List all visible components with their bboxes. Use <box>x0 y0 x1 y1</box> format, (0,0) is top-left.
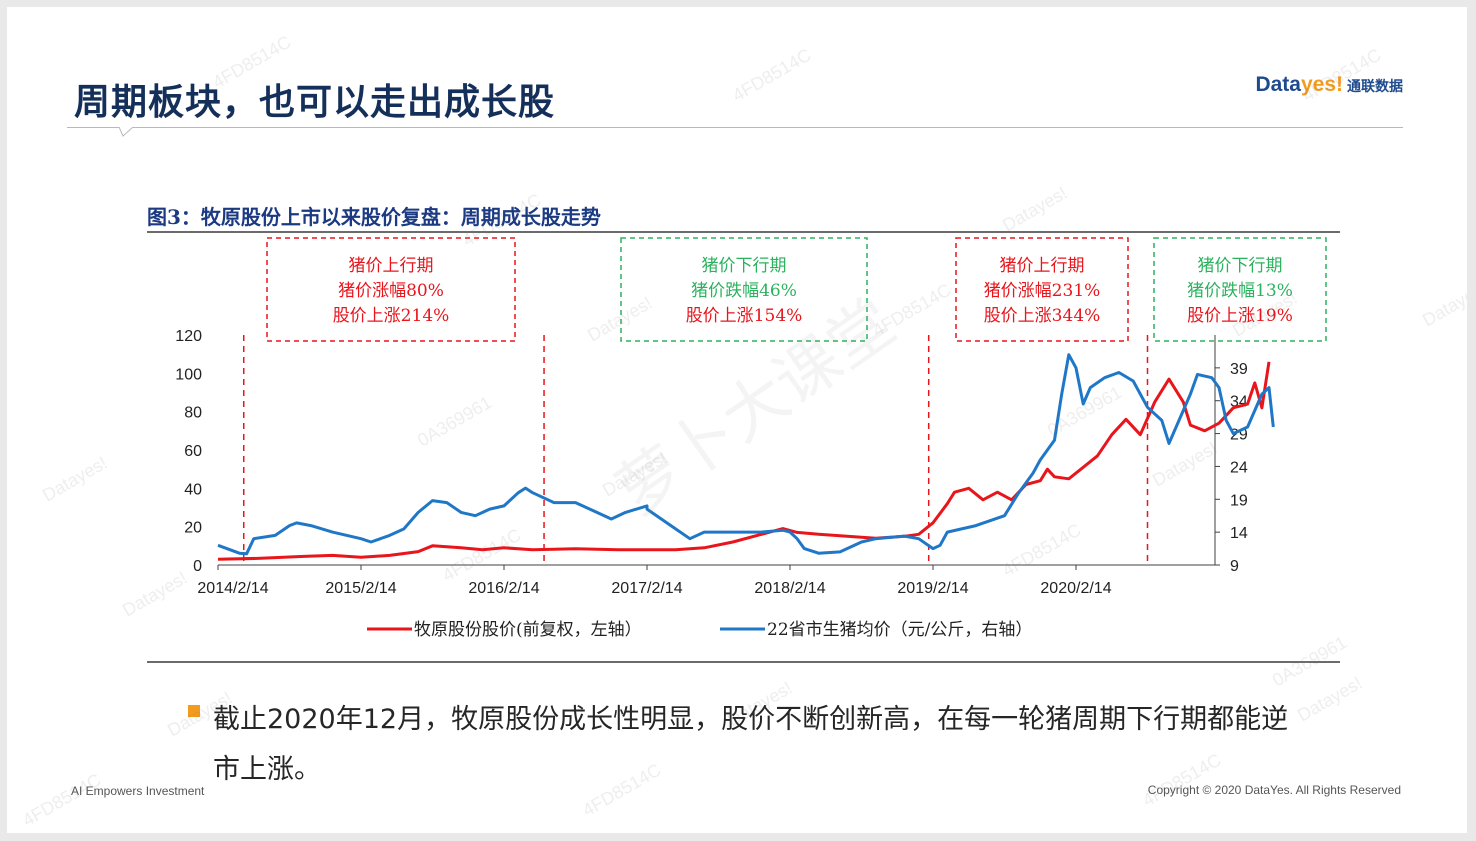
brand-logo: Datayes! 通联数据 <box>1255 73 1403 97</box>
bullet-square-icon <box>188 705 200 717</box>
period-annotation-box <box>266 237 516 342</box>
right-y-tick-label: 29 <box>1230 427 1248 444</box>
period-annotation-box <box>955 237 1129 342</box>
left-y-tick-label: 100 <box>175 366 202 383</box>
period-annotation-text: 猪价上行期 <box>1000 256 1085 276</box>
x-tick-label: 2018/2/14 <box>754 580 825 597</box>
left-y-tick-label: 60 <box>184 443 202 460</box>
period-annotation-text: 股价上涨344% <box>984 306 1101 326</box>
left-y-tick-label: 20 <box>184 520 202 537</box>
footer-tagline: AI Empowers Investment <box>71 784 205 798</box>
right-y-tick-label: 39 <box>1230 361 1248 378</box>
left-y-tick-label: 120 <box>175 328 202 345</box>
period-annotation-box <box>1153 237 1327 342</box>
period-annotation-text: 股价上涨19% <box>1187 306 1293 326</box>
period-annotation-text: 猪价涨幅231% <box>984 281 1101 301</box>
series-line-muyuan-price <box>217 361 1271 561</box>
period-annotation-text: 股价上涨214% <box>333 306 450 326</box>
period-annotation-text: 猪价跌幅46% <box>691 281 797 301</box>
period-annotation-text: 猪价上行期 <box>349 256 434 276</box>
right-y-tick-label: 9 <box>1230 558 1239 575</box>
bullet-text: 截止2020年12月，牧原股份成长性明显，股价不断创新高，在每一轮猪周期下行期都… <box>213 704 1289 785</box>
period-annotation-text: 猪价跌幅13% <box>1187 281 1293 301</box>
right-y-tick-label: 14 <box>1230 525 1248 542</box>
figure-title: 图3：牧原股份上市以来股价复盘：周期成长股走势 <box>147 205 601 229</box>
x-tick-label: 2019/2/14 <box>897 580 968 597</box>
left-y-tick-label: 80 <box>184 405 202 422</box>
period-annotation-text: 猪价下行期 <box>702 256 787 276</box>
page-title: 周期板块，也可以走出成长股 <box>74 82 556 123</box>
footer-copyright: Copyright © 2020 DataYes. All Rights Res… <box>1147 783 1401 797</box>
left-y-tick-label: 0 <box>193 558 202 575</box>
divider-notch <box>119 127 134 137</box>
left-y-tick-label: 40 <box>184 481 202 498</box>
series-line-hog-price <box>217 353 1275 556</box>
logo-text-cn: 通联数据 <box>1347 78 1403 94</box>
x-tick-label: 2016/2/14 <box>468 580 539 597</box>
x-tick-label: 2017/2/14 <box>611 580 682 597</box>
logo-text-yes: yes! <box>1300 73 1343 96</box>
legend-label: 牧原股份股价(前复权，左轴） <box>414 620 642 640</box>
right-y-tick-label: 24 <box>1230 459 1248 476</box>
right-y-tick-label: 19 <box>1230 492 1248 509</box>
logo-text-data: Data <box>1255 73 1301 96</box>
period-annotation-text: 猪价涨幅80% <box>338 281 444 301</box>
period-annotation-box <box>620 237 868 342</box>
legend-label: 22省市生猪均价（元/公斤，右轴） <box>767 620 1032 640</box>
period-annotation-text: 股价上涨154% <box>686 306 803 326</box>
x-tick-label: 2014/2/14 <box>197 580 268 597</box>
x-tick-label: 2020/2/14 <box>1040 580 1111 597</box>
period-annotation-text: 猪价下行期 <box>1198 256 1283 276</box>
x-tick-label: 2015/2/14 <box>325 580 396 597</box>
slide: 周期板块，也可以走出成长股 Datayes! 通联数据 图3：牧原股份上市以来股价… <box>7 7 1467 833</box>
title-divider <box>67 127 1403 128</box>
